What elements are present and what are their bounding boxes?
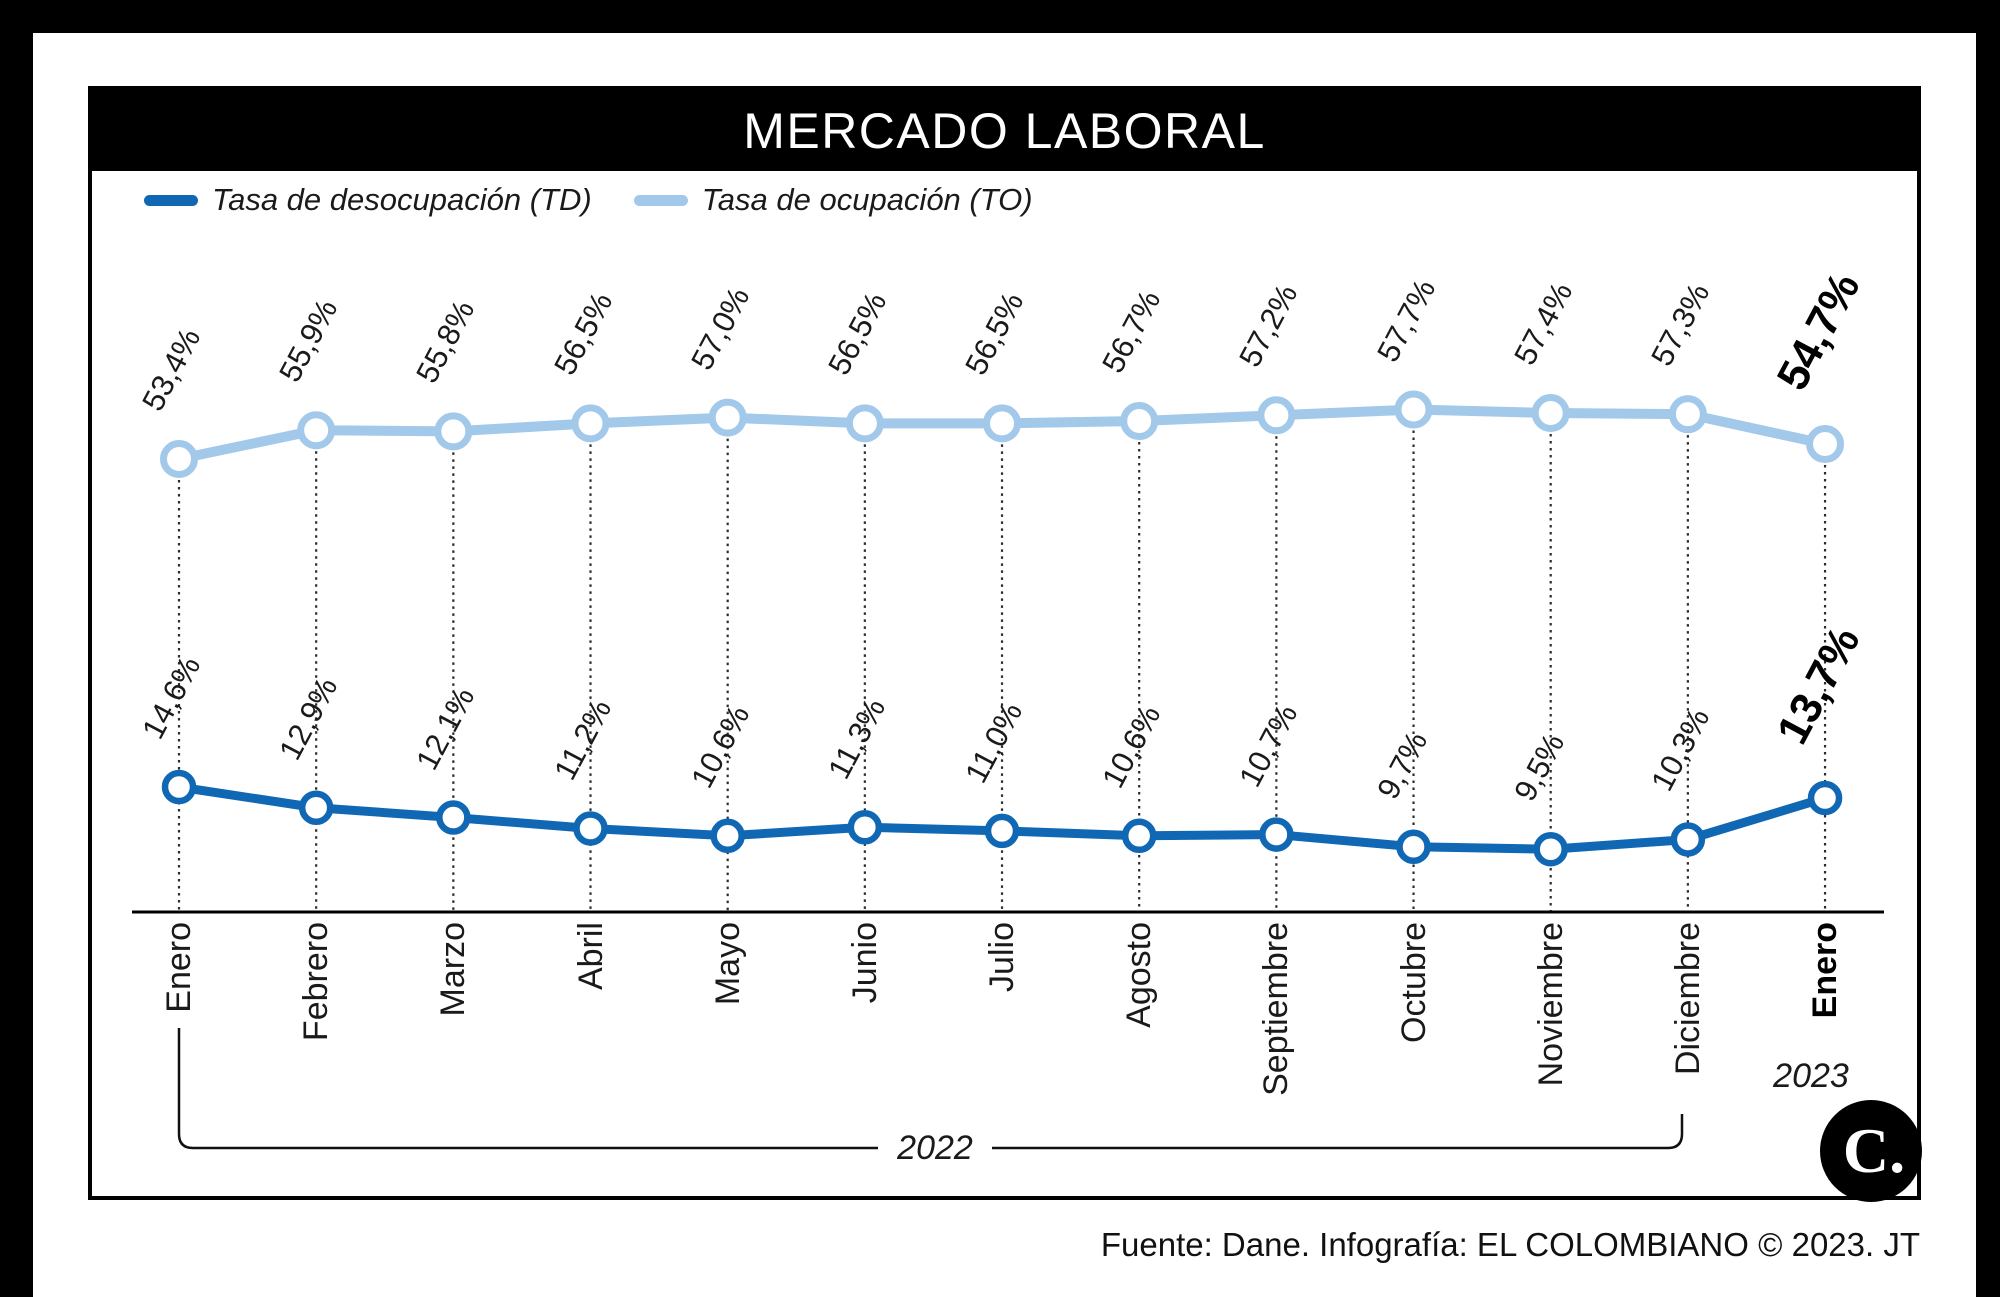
to-data-point — [1257, 396, 1296, 435]
td-data-point — [436, 800, 471, 835]
td-data-point — [298, 790, 334, 825]
chart-card: MERCADO LABORAL Tasa de desocupación (TD… — [88, 86, 1922, 1202]
to-data-point — [1668, 395, 1707, 434]
top-black-band — [0, 0, 2000, 33]
year-2022-bracket-right — [992, 1114, 1684, 1150]
legend: Tasa de desocupación (TD) Tasa de ocupac… — [144, 182, 1075, 218]
year-2023-label: 2023 — [1773, 1057, 1849, 1095]
to-data-point — [434, 412, 473, 451]
legend-item-td: Tasa de desocupación (TD) — [144, 182, 592, 218]
td-data-point — [1807, 780, 1843, 816]
x-axis-label: Junio — [845, 922, 884, 1004]
to-data-point — [1120, 402, 1159, 441]
x-axis-label: Septiembre — [1257, 922, 1296, 1096]
to-data-point — [297, 411, 336, 450]
right-black-band — [1976, 0, 2000, 1297]
td-data-point — [984, 813, 1020, 849]
x-axis-label: Febrero — [297, 922, 336, 1042]
to-data-point — [708, 398, 747, 437]
td-data-point — [1121, 818, 1157, 854]
x-axis-label: Diciembre — [1668, 922, 1707, 1076]
to-data-point — [1531, 394, 1570, 432]
el-colombiano-logo: C. — [1820, 1100, 1922, 1202]
x-axis-label: Enero — [1806, 922, 1845, 1019]
chart-card-inner: MERCADO LABORAL Tasa de desocupación (TD… — [92, 90, 1922, 1202]
td-data-point — [847, 810, 883, 845]
x-axis-label: Abril — [571, 922, 610, 991]
td-data-point — [710, 818, 745, 854]
td-data-point — [1259, 817, 1294, 852]
to-data-point — [1394, 390, 1433, 429]
to-data-point — [160, 440, 198, 478]
line-chart — [132, 390, 1884, 1150]
logo-letter: C. — [1842, 1115, 1906, 1186]
year-2022-bracket-left — [177, 1028, 878, 1150]
to-line-swatch-icon — [633, 194, 688, 206]
to-data-point — [1806, 425, 1845, 464]
chart-title: MERCADO LABORAL — [743, 102, 1266, 159]
title-bar: MERCADO LABORAL — [92, 90, 1917, 171]
x-axis-label: Mayo — [708, 922, 747, 1006]
x-axis-label: Octubre — [1394, 922, 1433, 1043]
legend-label-to: Tasa de ocupación (TO) — [701, 182, 1033, 217]
to-data-point — [571, 404, 610, 443]
to-data-point — [845, 404, 884, 443]
x-axis-label: Agosto — [1120, 922, 1159, 1028]
x-axis-label: Marzo — [434, 922, 473, 1017]
x-axis-label: Enero — [160, 922, 198, 1013]
td-line-swatch-icon — [144, 194, 198, 206]
legend-label-td: Tasa de desocupación (TD) — [212, 182, 592, 217]
x-axis-label: Julio — [983, 922, 1022, 992]
td-data-point — [1533, 831, 1568, 867]
left-black-band — [0, 0, 33, 1297]
x-axis-label: Noviembre — [1531, 922, 1570, 1087]
td-data-point — [1670, 822, 1706, 857]
to-data-point — [983, 404, 1022, 443]
legend-item-to: Tasa de ocupación (TO) — [633, 182, 1033, 218]
td-data-point — [573, 811, 608, 846]
td-data-point — [1396, 829, 1431, 865]
td-data-point — [161, 769, 197, 805]
source-credit: Fuente: Dane. Infografía: EL COLOMBIANO … — [1100, 1226, 1920, 1263]
year-2022-label: 2022 — [897, 1129, 973, 1167]
